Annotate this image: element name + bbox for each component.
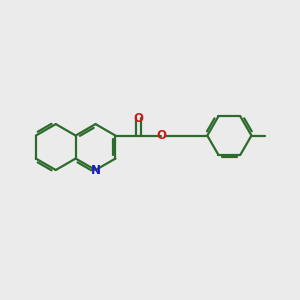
Text: O: O [134,112,143,125]
Text: N: N [91,164,100,176]
Text: O: O [156,129,167,142]
